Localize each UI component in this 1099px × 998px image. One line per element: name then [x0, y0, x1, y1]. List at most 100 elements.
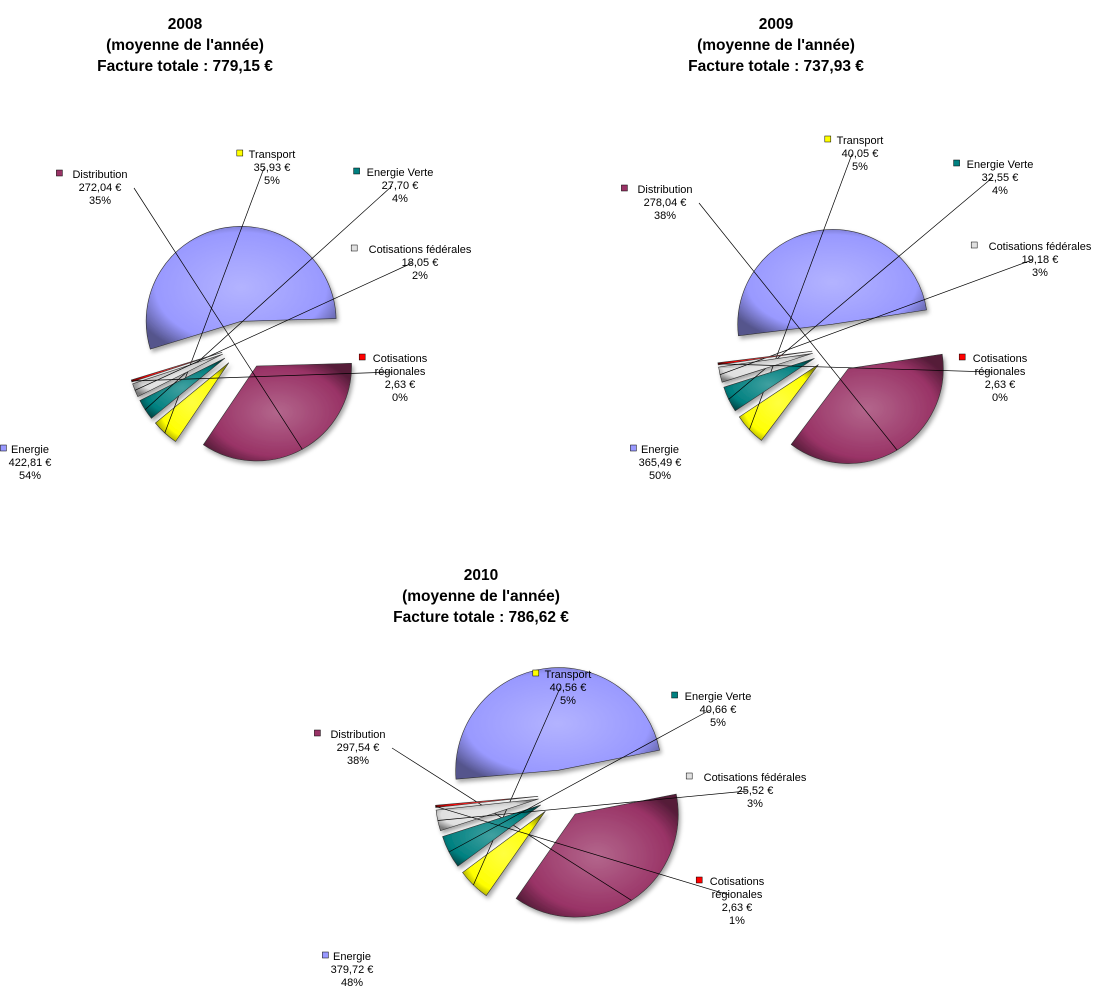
pie-2010-label-name: Energie Verte [685, 691, 752, 703]
pie-2010-label-pct: 48% [341, 977, 363, 989]
pie-2008-label-pct: 5% [264, 175, 280, 187]
pie-2010-label-value: 297,54 € [337, 742, 380, 754]
pie-2009-label-name: régionales [975, 366, 1026, 378]
pie-2009-label-name: Energie [641, 444, 679, 456]
pie-2009-label-pct: 5% [852, 161, 868, 173]
pie-2010-leader-energie-verte [448, 709, 711, 853]
pie-2010-legend-key-distribution [314, 729, 321, 737]
pie-2010-slice-energie-verte [442, 804, 541, 867]
pie-2010-label-name: Cotisations [710, 876, 765, 888]
pie-2008-label-pct: 35% [89, 195, 111, 207]
pie-2010-legend-key-energie-verte [671, 691, 678, 699]
pie-2008-legend-key-energie-verte [353, 167, 360, 175]
pie-2010-legend-key-cotisations-regionales [695, 876, 703, 884]
pie-2010-label-value: 40,66 € [700, 704, 737, 716]
pie-2009-label-name: Cotisations fédérales [989, 241, 1092, 253]
pie-2010-label-name: Transport [545, 669, 592, 681]
pie-2009-leader-cotisations-federales [719, 259, 1033, 376]
pie-2008-label-value: 272,04 € [79, 182, 122, 194]
pie-2010-label-value: 40,56 € [550, 682, 587, 694]
pie-2009-leader-distribution [698, 202, 898, 451]
pie-2010-slice-distribution [515, 793, 679, 918]
pie-2009-legend-key-energie-verte [953, 159, 960, 167]
pie-2010-slice-cotisations-regionales [435, 796, 539, 808]
pie-2008-label-value: 35,93 € [254, 162, 291, 174]
pie-2010-slice-cotisations-federales [435, 798, 539, 831]
pie-2009-legend-key-cotisations-regionales [958, 353, 966, 361]
chart-2010-subtitle: (moyenne de l'année) [402, 588, 560, 605]
pie-2010-legend-key-transport [532, 669, 540, 677]
chart-2010-title-block: 2010 (moyenne de l'année) Facture totale… [393, 567, 569, 626]
pie-2008-legend-key-distribution [56, 169, 63, 177]
pie-2008-label-name: Energie [11, 444, 49, 456]
pie-2010-label-pct: 38% [347, 755, 369, 767]
pie-2009-legend-key-energie [630, 444, 637, 452]
pie-2009-label-value: 40,05 € [842, 148, 879, 160]
pie-2008-label-value: 18,05 € [402, 257, 439, 269]
pie-2008-legend-key-cotisations-regionales [358, 353, 366, 361]
pie-2009-slice-cotisations-regionales [717, 350, 813, 366]
pie-2008-leader-cotisations-regionales [131, 371, 393, 382]
pie-2009-slice-transport [738, 364, 819, 441]
pie-2008-label-pct: 2% [412, 270, 428, 282]
pie-2010-label-value: 379,72 € [331, 964, 374, 976]
chart-2008-title-block: 2008 (moyenne de l'année) Facture totale… [97, 16, 273, 75]
pie-2008-label-value: 27,70 € [382, 180, 419, 192]
pie-2008-label-pct: 54% [19, 470, 41, 482]
pie-2009-label-value: 32,55 € [982, 172, 1019, 184]
pie-2008-label-value: 2,63 € [385, 379, 416, 391]
pie-2008-label-name: régionales [375, 366, 426, 378]
chart-2009-title-block: 2009 (moyenne de l'année) Facture totale… [688, 16, 864, 75]
pie-2009-legend-key-transport [824, 135, 832, 143]
pie-2008-label-name: Cotisations [373, 353, 428, 365]
pie-2010-slice-energie [455, 667, 660, 780]
pie-2009-legend-key-distribution [621, 184, 628, 192]
pie-2009-label-name: Cotisations [973, 353, 1028, 365]
pie-2010-leader-transport [473, 687, 561, 886]
pie-2010-leader-cotisations-regionales [435, 806, 730, 896]
pie-2009-label-value: 278,04 € [644, 197, 687, 209]
pie-2010-leader-cotisations-federales [437, 790, 748, 821]
chart-2010-title: 2010 [464, 567, 498, 584]
pie-2009-label-name: Transport [837, 135, 884, 147]
pie-2008-label-name: Distribution [72, 169, 127, 181]
pie-2009-leader-cotisations-regionales [718, 363, 993, 373]
chart-2009-subtitle: (moyenne de l'année) [697, 37, 855, 54]
pie-2010-label-pct: 5% [710, 717, 726, 729]
pie-2009-label-pct: 4% [992, 185, 1008, 197]
chart-2009-total: Facture totale : 737,93 € [688, 58, 864, 75]
pie-2009-label-pct: 38% [654, 210, 676, 222]
pie-2008-slice-cotisations-federales [132, 353, 223, 398]
pie-2009-slice-energie-verte [723, 358, 815, 412]
pie-2009-slice-energie [737, 229, 927, 337]
pie-2008-legend-key-transport [236, 149, 244, 157]
chart-2008-title: 2008 [168, 16, 203, 33]
pie-2008-label-value: 422,81 € [9, 457, 52, 469]
pie-2008-label-name: Energie Verte [367, 167, 434, 179]
pie-2008-label-pct: 0% [392, 392, 408, 404]
pie-2010-label-name: Cotisations fédérales [704, 772, 807, 784]
pie-2009-label-pct: 3% [1032, 267, 1048, 279]
pie-2010-legend-key-energie [322, 951, 329, 959]
pie-2010-label-pct: 5% [560, 695, 576, 707]
chart-2008-subtitle: (moyenne de l'année) [106, 37, 264, 54]
